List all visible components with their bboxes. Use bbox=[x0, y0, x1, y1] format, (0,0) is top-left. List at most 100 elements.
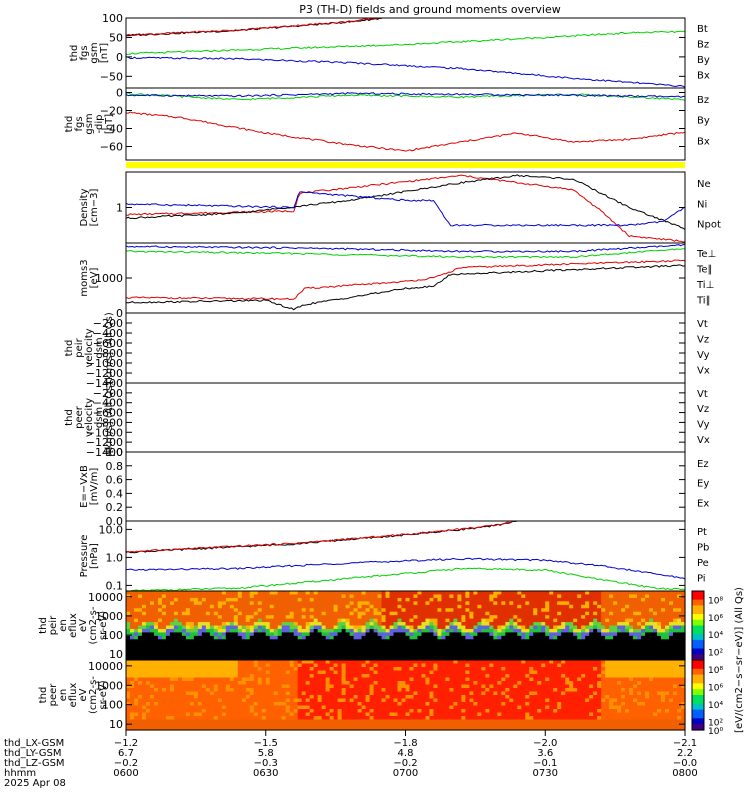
heatmap-cell bbox=[353, 611, 359, 616]
heatmap-cell bbox=[249, 622, 255, 627]
heatmap-cell bbox=[133, 656, 139, 661]
heatmap-cell bbox=[357, 628, 363, 633]
heatmap-cell bbox=[517, 674, 522, 679]
heatmap-cell bbox=[313, 625, 319, 630]
heatmap-cell bbox=[477, 709, 482, 714]
heatmap-cell bbox=[381, 594, 387, 599]
heatmap-cell bbox=[445, 712, 451, 717]
heatmap-cell bbox=[365, 622, 371, 627]
heatmap-cell bbox=[457, 625, 462, 630]
heatmap-cell bbox=[253, 632, 259, 637]
heatmap-cell bbox=[481, 611, 486, 616]
heatmap-cell bbox=[453, 628, 459, 633]
heatmap-cell bbox=[289, 608, 295, 613]
heatmap-cell bbox=[389, 604, 395, 609]
heatmap-cell bbox=[501, 716, 506, 721]
heatmap-cell bbox=[353, 709, 359, 714]
heatmap-cell bbox=[645, 656, 650, 661]
heatmap-cell bbox=[369, 608, 375, 613]
heatmap-cell bbox=[313, 608, 319, 613]
heatmap-cell bbox=[197, 625, 203, 630]
heatmap-cell bbox=[237, 632, 243, 637]
heatmap-cell bbox=[297, 604, 303, 609]
heatmap-cell bbox=[165, 681, 171, 686]
heatmap-cell bbox=[425, 628, 431, 633]
heatmap-cell bbox=[637, 608, 642, 613]
heatmap-cell bbox=[405, 615, 411, 620]
heatmap-cell bbox=[549, 611, 554, 616]
heatmap-cell bbox=[173, 677, 179, 682]
heatmap-cell bbox=[441, 695, 447, 700]
heatmap-cell bbox=[517, 625, 522, 630]
heatmap-cell bbox=[353, 597, 359, 602]
heatmap-cell bbox=[133, 677, 139, 682]
heatmap-cell bbox=[161, 681, 167, 686]
heatmap-cell bbox=[245, 618, 251, 623]
heatmap-cell bbox=[201, 656, 207, 661]
y-axis-label: gsm bbox=[84, 113, 95, 134]
heatmap-cell bbox=[425, 611, 431, 616]
heatmap-cell bbox=[229, 632, 235, 637]
heatmap-cell bbox=[557, 615, 562, 620]
heatmap-cell bbox=[681, 625, 686, 630]
heatmap-cell bbox=[281, 632, 287, 637]
heatmap-cell bbox=[381, 597, 387, 602]
heatmap-cell bbox=[297, 642, 303, 647]
heatmap-cell bbox=[269, 695, 275, 700]
heatmap-cell bbox=[345, 646, 351, 651]
heatmap-cell bbox=[277, 618, 283, 623]
heatmap-cell bbox=[405, 646, 411, 651]
heatmap-cell bbox=[293, 615, 299, 620]
heatmap-cell bbox=[413, 594, 419, 599]
heatmap-cell bbox=[489, 601, 494, 606]
heatmap-cell bbox=[465, 601, 470, 606]
heatmap-cell bbox=[485, 611, 490, 616]
heatmap-cell bbox=[229, 681, 235, 686]
heatmap-cell bbox=[221, 698, 227, 703]
heatmap-cell bbox=[381, 670, 387, 675]
heatmap-cell bbox=[485, 632, 490, 637]
heatmap-cell bbox=[281, 653, 287, 658]
heatmap-cell bbox=[313, 663, 319, 668]
heatmap-cell bbox=[617, 601, 622, 606]
heatmap-cell bbox=[489, 712, 494, 717]
heatmap-cell bbox=[369, 622, 375, 627]
heatmap-cell bbox=[425, 712, 431, 717]
heatmap-cell bbox=[201, 719, 207, 724]
heatmap-cell bbox=[201, 660, 207, 665]
heatmap-cell bbox=[349, 601, 355, 606]
heatmap-cell bbox=[441, 597, 447, 602]
heatmap-cell bbox=[169, 622, 175, 627]
heatmap-cell bbox=[441, 618, 447, 623]
heatmap-cell bbox=[365, 674, 371, 679]
heatmap-cell bbox=[377, 709, 383, 714]
heatmap-cell bbox=[333, 667, 339, 672]
heatmap-cell bbox=[126, 639, 131, 644]
heatmap-cell bbox=[537, 646, 542, 651]
heatmap-cell bbox=[541, 594, 546, 599]
heatmap-cell bbox=[145, 726, 151, 731]
heatmap-cell bbox=[137, 601, 143, 606]
heatmap-cell bbox=[481, 628, 486, 633]
heatmap-cell bbox=[161, 597, 167, 602]
heatmap-cell bbox=[165, 653, 171, 658]
heatmap-cell bbox=[317, 681, 323, 686]
heatmap-cell bbox=[321, 632, 327, 637]
heatmap-cell bbox=[313, 691, 319, 696]
heatmap-cell bbox=[529, 622, 534, 627]
heatmap-cell bbox=[681, 591, 686, 596]
heatmap-cell bbox=[613, 639, 618, 644]
heatmap-cell bbox=[241, 615, 247, 620]
heatmap-cell bbox=[477, 691, 482, 696]
heatmap-cell bbox=[273, 591, 279, 596]
heatmap-cell bbox=[197, 723, 203, 728]
heatmap-cell bbox=[393, 716, 399, 721]
heatmap-cell bbox=[477, 594, 482, 599]
heatmap-cell bbox=[193, 726, 199, 731]
heatmap-cell bbox=[197, 656, 203, 661]
heatmap-cell bbox=[129, 642, 135, 647]
heatmap-cell bbox=[141, 698, 147, 703]
heatmap-cell bbox=[273, 642, 279, 647]
heatmap-cell bbox=[645, 649, 650, 654]
